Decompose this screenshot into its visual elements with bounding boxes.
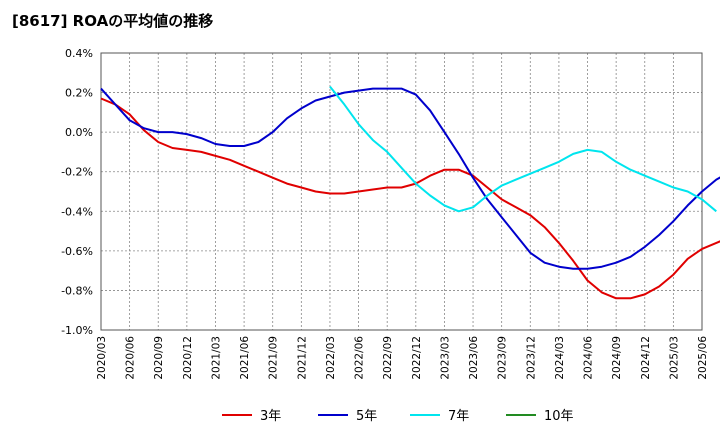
y-tick-label: -0.4% — [61, 205, 93, 218]
x-tick-label: 2021/09 — [268, 336, 280, 380]
legend: 3年 5年 7年 10年 — [222, 409, 574, 424]
x-tick-label: 2024/03 — [554, 336, 566, 380]
chart-title: [8617] ROAの平均値の推移 — [12, 12, 214, 30]
legend-label-7年: 7年 — [448, 409, 469, 424]
plot-area — [101, 53, 702, 330]
legend-label-3年: 3年 — [260, 409, 281, 424]
x-tick-label: 2022/12 — [411, 336, 423, 380]
legend-label-10年: 10年 — [544, 409, 574, 424]
x-tick-label: 2023/06 — [468, 336, 480, 380]
x-tick-label: 2020/06 — [125, 336, 137, 380]
x-tick-label: 2021/03 — [210, 336, 222, 380]
x-tick-label: 2020/09 — [153, 336, 165, 380]
x-tick-label: 2023/03 — [439, 336, 451, 380]
legend-label-5年: 5年 — [356, 409, 377, 424]
y-tick-label: -0.6% — [61, 245, 93, 258]
x-tick-label: 2024/12 — [640, 336, 652, 380]
y-tick-label: 0.0% — [65, 126, 93, 139]
x-tick-label: 2022/03 — [325, 336, 337, 380]
grid — [101, 53, 702, 330]
y-axis-ticks: 0.4% 0.2% 0.0% -0.2% -0.4% -0.6% -0.8% -1.0% — [61, 47, 93, 337]
series-line-7年 — [329, 85, 717, 213]
series-lines — [100, 85, 720, 300]
series-line-3年 — [100, 97, 720, 300]
x-axis-ticks: 2020/03 2020/06 2020/09 2020/12 2021/03 2021/… — [96, 336, 709, 380]
x-tick-label: 2021/12 — [296, 336, 308, 380]
y-tick-label: 0.4% — [65, 47, 93, 60]
y-tick-label: -0.2% — [61, 166, 93, 179]
x-tick-label: 2022/06 — [354, 336, 366, 380]
x-tick-label: 2022/09 — [382, 336, 394, 380]
x-tick-label: 2025/06 — [697, 336, 709, 380]
x-tick-label: 2020/12 — [182, 336, 194, 380]
series-line-5年 — [100, 87, 720, 270]
y-tick-label: 0.2% — [65, 87, 93, 100]
x-tick-label: 2024/06 — [583, 336, 595, 380]
x-tick-label: 2025/03 — [668, 336, 680, 380]
x-tick-label: 2023/09 — [497, 336, 509, 380]
x-tick-label: 2020/03 — [96, 336, 108, 380]
y-tick-label: -0.8% — [61, 284, 93, 297]
x-tick-label: 2023/12 — [525, 336, 537, 380]
x-tick-label: 2024/09 — [611, 336, 623, 380]
x-tick-label: 2021/06 — [239, 336, 251, 380]
y-tick-label: -1.0% — [61, 324, 93, 337]
